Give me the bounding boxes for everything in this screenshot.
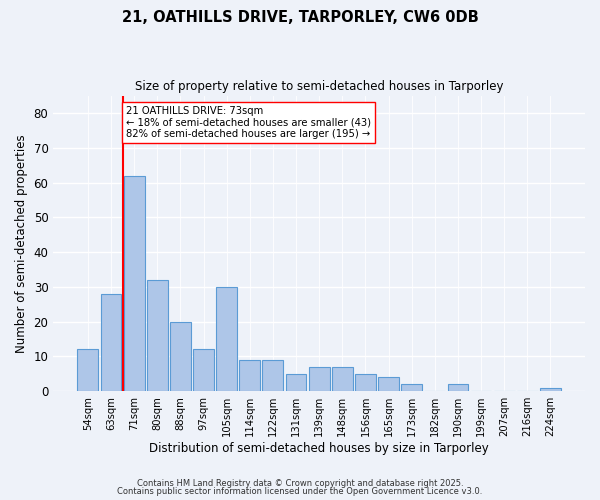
Text: 21 OATHILLS DRIVE: 73sqm
← 18% of semi-detached houses are smaller (43)
82% of s: 21 OATHILLS DRIVE: 73sqm ← 18% of semi-d… [126, 106, 371, 139]
Bar [101, 294, 121, 391]
Bar [239, 360, 260, 391]
X-axis label: Distribution of semi-detached houses by size in Tarporley: Distribution of semi-detached houses by … [149, 442, 489, 455]
Bar [378, 378, 399, 391]
Bar [332, 367, 353, 391]
Bar [124, 176, 145, 391]
Bar [77, 350, 98, 391]
Bar [147, 280, 167, 391]
Text: 21, OATHILLS DRIVE, TARPORLEY, CW6 0DB: 21, OATHILLS DRIVE, TARPORLEY, CW6 0DB [122, 10, 478, 25]
Bar [448, 384, 469, 391]
Y-axis label: Number of semi-detached properties: Number of semi-detached properties [15, 134, 28, 352]
Bar [262, 360, 283, 391]
Bar [309, 367, 329, 391]
Bar [170, 322, 191, 391]
Bar [540, 388, 561, 391]
Bar [216, 287, 237, 391]
Bar [286, 374, 307, 391]
Text: Contains HM Land Registry data © Crown copyright and database right 2025.: Contains HM Land Registry data © Crown c… [137, 478, 463, 488]
Bar [401, 384, 422, 391]
Bar [193, 350, 214, 391]
Bar [355, 374, 376, 391]
Title: Size of property relative to semi-detached houses in Tarporley: Size of property relative to semi-detach… [135, 80, 503, 93]
Text: Contains public sector information licensed under the Open Government Licence v3: Contains public sector information licen… [118, 487, 482, 496]
